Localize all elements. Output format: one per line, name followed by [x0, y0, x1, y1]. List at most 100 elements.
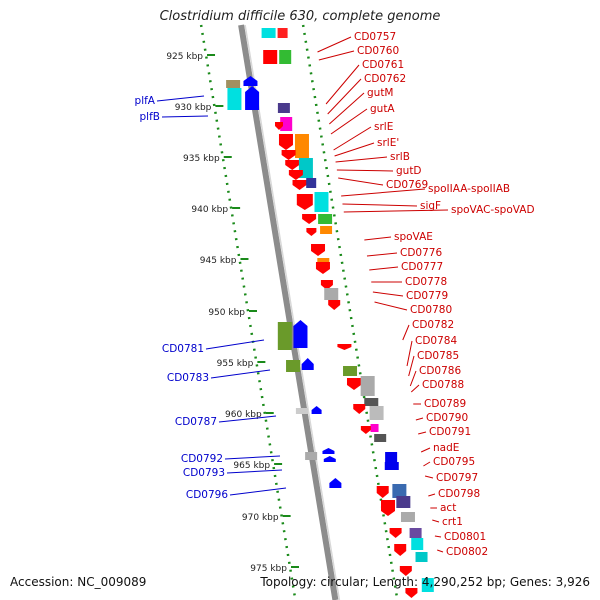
gene-block — [396, 496, 411, 508]
gene-label: CD0757 — [354, 31, 396, 43]
label-leader-line — [343, 209, 449, 213]
label-leader-line — [418, 431, 427, 435]
gene-arrow-up — [293, 320, 308, 348]
gene-label: CD0784 — [415, 335, 457, 347]
tick-label: 970 kbp — [242, 513, 279, 523]
gene-label: CD0797 — [436, 472, 478, 484]
tick-label: 965 kbp — [233, 461, 270, 471]
label-leader-line — [336, 169, 394, 172]
gene-label: CD0761 — [362, 59, 404, 71]
gene-block — [374, 434, 387, 442]
gene-block — [295, 408, 308, 414]
gene-arrow-down — [311, 244, 326, 256]
gene-label: sigF — [420, 200, 441, 212]
label-leader-line — [210, 369, 271, 379]
gene-label: gutM — [367, 87, 394, 99]
gene-label: CD0793 — [183, 467, 225, 479]
gene-label: plfB — [140, 111, 160, 123]
accession-label: Accession: NC_009089 — [10, 575, 147, 589]
gene-block — [421, 578, 434, 592]
gene-arrow-down — [278, 134, 293, 150]
gene-arrow-down — [306, 228, 317, 236]
gene-label: srlE' — [377, 137, 399, 149]
gene-block — [261, 28, 276, 38]
tick-label: 940 kbp — [191, 205, 228, 215]
gene-block — [369, 406, 384, 420]
gene-label: CD0777 — [401, 261, 443, 273]
gene-arrow-down — [328, 300, 341, 310]
label-leader-line — [402, 324, 410, 341]
label-leader-line — [224, 455, 281, 460]
gene-label: CD0778 — [405, 276, 447, 288]
gene-arrow-down — [275, 122, 284, 130]
gene-block — [318, 214, 333, 224]
label-leader-line — [369, 266, 399, 271]
gene-arrow-up — [329, 478, 342, 488]
gene-arrow-down — [381, 500, 395, 516]
label-leader-line — [327, 78, 362, 115]
gene-arrow-down — [337, 344, 352, 350]
label-leader-line — [437, 549, 444, 553]
inner-guide-line — [301, 24, 399, 600]
gene-label: CD0792 — [181, 453, 223, 465]
gene-arrow-down — [315, 262, 330, 274]
tick-label: 935 kbp — [183, 154, 220, 164]
label-leader-line — [423, 461, 431, 467]
label-leader-line — [156, 95, 205, 102]
gene-label: CD0782 — [412, 319, 454, 331]
gene-block — [320, 226, 333, 234]
label-leader-line — [325, 64, 360, 105]
label-leader-line — [341, 188, 426, 197]
gene-arrow-down — [281, 150, 296, 160]
gene-label: CD0780 — [410, 304, 452, 316]
gene-arrow-down — [399, 566, 412, 576]
gene-label: CD0796 — [186, 489, 228, 501]
gene-label: CD0789 — [424, 398, 466, 410]
label-leader-line — [226, 469, 283, 474]
label-leader-line — [218, 415, 277, 423]
gene-label: CD0786 — [419, 365, 461, 377]
tick-label: 930 kbp — [175, 103, 212, 113]
gene-block — [277, 103, 290, 113]
gene-block — [370, 424, 379, 432]
gene-label: nadE — [433, 442, 459, 454]
gene-block — [415, 552, 428, 562]
tick-label: 960 kbp — [225, 410, 262, 420]
gene-arrow-down — [360, 426, 371, 434]
label-leader-line — [410, 384, 420, 393]
gene-block — [279, 50, 292, 64]
label-leader-line — [366, 252, 398, 257]
gene-label: CD0781 — [162, 343, 204, 355]
gene-label: CD0791 — [429, 426, 471, 438]
gene-label: CD0760 — [357, 45, 399, 57]
gene-arrow-down — [292, 180, 307, 190]
gene-label: CD0779 — [406, 290, 448, 302]
gene-label: gutA — [370, 103, 395, 115]
label-leader-line — [364, 236, 392, 241]
gene-arrow-up — [323, 456, 336, 462]
gene-block — [360, 376, 375, 396]
gene-block — [324, 288, 339, 300]
label-leader-line — [420, 447, 431, 453]
label-leader-line — [342, 203, 418, 207]
label-leader-line — [161, 115, 209, 118]
backbone-highlight — [244, 24, 341, 600]
gene-block — [314, 192, 329, 212]
label-leader-line — [229, 487, 287, 496]
label-leader-line — [334, 142, 375, 157]
gene-label: CD0801 — [444, 531, 486, 543]
gene-arrow-up — [301, 358, 314, 370]
gene-block — [364, 398, 379, 406]
gene-arrow-down — [320, 280, 333, 290]
gene-arrow-up — [311, 406, 322, 414]
gene-label: srlE — [374, 121, 393, 133]
label-leader-line — [406, 340, 413, 367]
gene-arrow-down — [296, 194, 313, 210]
gene-label: spoIIAA-spoIIAB — [428, 183, 510, 195]
gene-block — [226, 80, 241, 88]
gene-arrow-down — [405, 588, 418, 598]
gene-label: CD0776 — [400, 247, 442, 259]
gene-label: plfA — [135, 95, 156, 107]
